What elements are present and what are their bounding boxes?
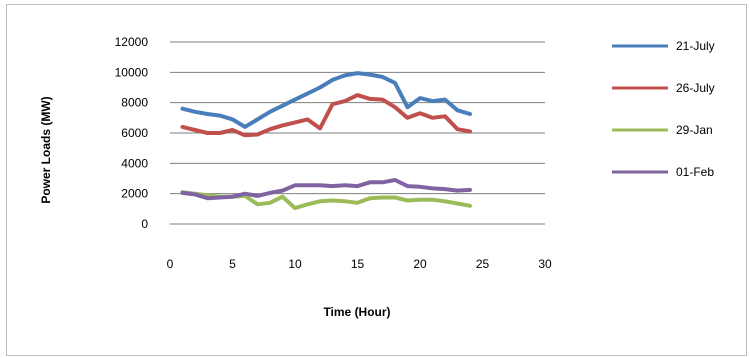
legend-label: 01-Feb — [676, 165, 714, 179]
x-tick-label: 30 — [538, 257, 552, 271]
x-tick-labels: 0 5 10 15 20 25 30 — [167, 257, 552, 271]
x-tick-label: 25 — [476, 257, 490, 271]
y-tick-labels: 0 2000 4000 6000 8000 10000 12000 — [115, 35, 149, 231]
legend-label: 29-Jan — [676, 123, 713, 137]
y-axis-title: Power Loads (MW) — [39, 96, 53, 203]
x-axis-title: Time (Hour) — [323, 305, 390, 319]
y-tick-label: 6000 — [121, 126, 148, 140]
x-tick-label: 5 — [229, 257, 236, 271]
y-tick-label: 2000 — [121, 187, 148, 201]
legend-label: 21-July — [676, 39, 715, 53]
legend-label: 26-July — [676, 81, 715, 95]
y-tick-label: 12000 — [115, 35, 149, 49]
y-tick-label: 8000 — [121, 96, 148, 110]
y-tick-label: 4000 — [121, 156, 148, 170]
x-tick-label: 10 — [288, 257, 302, 271]
series-line-01-feb — [180, 178, 472, 201]
y-tick-label: 0 — [141, 217, 148, 231]
y-tick-label: 10000 — [115, 65, 149, 79]
x-tick-label: 0 — [167, 257, 174, 271]
legend: 21-July 26-July 29-Jan 01-Feb — [612, 39, 715, 179]
series-line-29-jan — [180, 190, 472, 211]
series-line-26-july — [180, 93, 472, 138]
series-line-21-july — [180, 71, 472, 129]
series-lines — [180, 71, 472, 211]
chart-frame — [6, 4, 747, 356]
x-tick-label: 15 — [351, 257, 365, 271]
x-tick-label: 20 — [413, 257, 427, 271]
